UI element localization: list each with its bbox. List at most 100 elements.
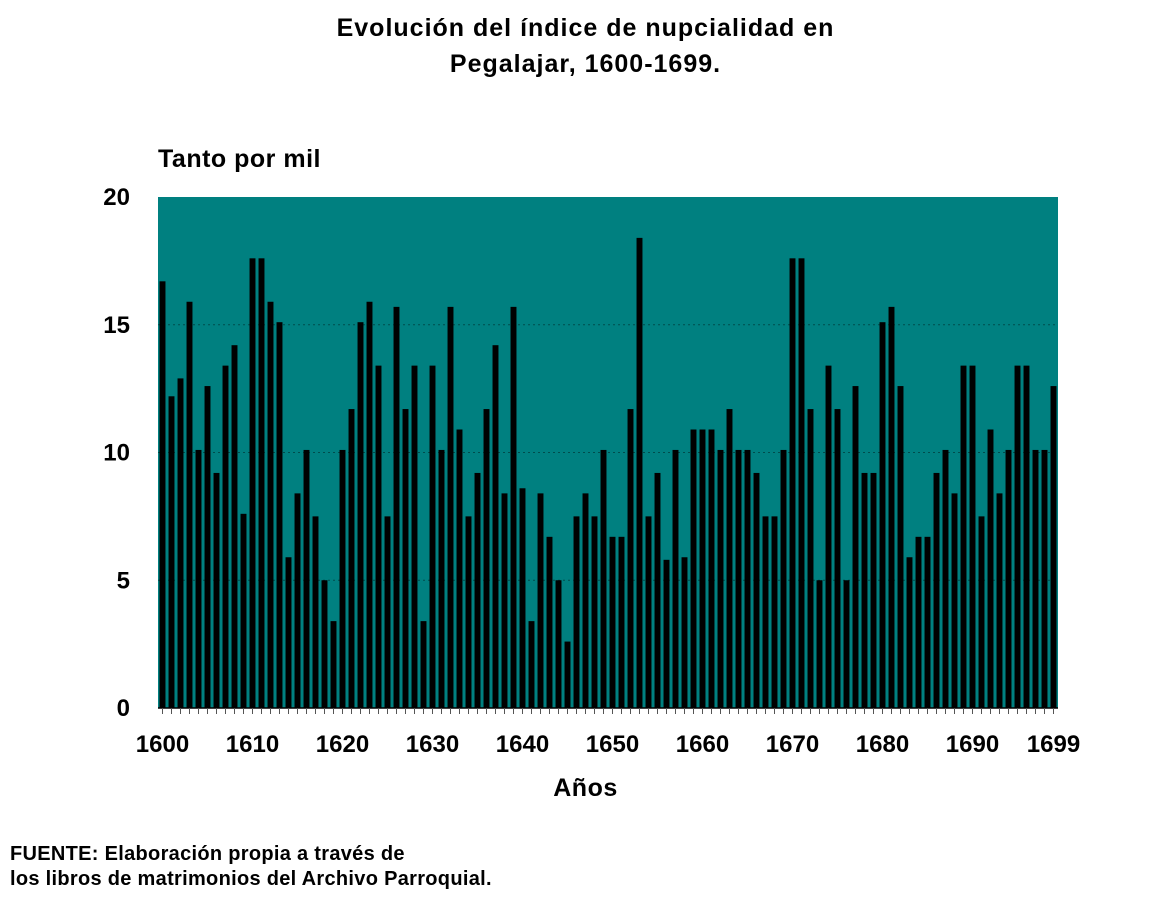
x-tick-label: 1680 — [856, 731, 909, 758]
bar-1623 — [366, 301, 373, 708]
bar-1685 — [924, 536, 931, 708]
x-tick-label: 1600 — [136, 731, 189, 758]
x-tick-labels: 1600 1610 1620 1630 1640 1650 1660 1670 1680 1690… — [136, 731, 1080, 758]
bar-1691 — [978, 516, 985, 709]
bar-1668 — [771, 516, 778, 709]
bar-1662 — [717, 449, 724, 708]
bar-1606 — [213, 472, 220, 708]
bar-1642 — [537, 493, 544, 708]
bar-1693 — [996, 493, 1003, 708]
bar-1635 — [474, 472, 481, 708]
bar-1617 — [312, 516, 319, 709]
bar-1610 — [249, 258, 256, 708]
bar-1653 — [636, 237, 643, 708]
bar-1697 — [1032, 449, 1039, 708]
axes — [158, 707, 1058, 714]
bar-1634 — [465, 516, 472, 709]
bar-1656 — [663, 559, 670, 708]
bar-1692 — [987, 429, 994, 708]
bar-1614 — [285, 557, 292, 708]
bar-1629 — [420, 621, 427, 708]
bar-1637 — [492, 345, 499, 708]
bar-1652 — [627, 409, 634, 708]
bar-1601 — [168, 396, 175, 708]
chart-subtitle: Pegalajar, 1600-1699. — [449, 50, 722, 78]
bar-1616 — [303, 449, 310, 708]
bar-1603 — [186, 301, 193, 708]
bar-1609 — [240, 513, 247, 708]
bar-1648 — [591, 516, 598, 709]
bar-1640 — [519, 488, 526, 708]
bar-1676 — [843, 580, 850, 708]
bar-1619 — [330, 621, 337, 708]
bar-1690 — [969, 365, 976, 708]
bar-1667 — [762, 516, 769, 709]
bar-1677 — [852, 386, 859, 708]
source-note-line-1: FUENTE: Elaboración propia a través de — [10, 843, 405, 865]
y-tick-labels: 0 5 10 15 20 — [103, 184, 130, 722]
source-note-line-2: los libros de matrimonios del Archivo Pa… — [10, 868, 492, 890]
bar-1689 — [960, 365, 967, 708]
bar-1654 — [645, 516, 652, 709]
bar-1672 — [807, 409, 814, 708]
bar-1650 — [609, 536, 616, 708]
x-tick-label: 1690 — [946, 731, 999, 758]
bar-1604 — [195, 449, 202, 708]
bar-1657 — [672, 449, 679, 708]
bar-1631 — [438, 449, 445, 708]
x-tick-label: 1670 — [766, 731, 819, 758]
bar-1607 — [222, 365, 229, 708]
bar-1611 — [258, 258, 265, 708]
bar-1674 — [825, 365, 832, 708]
bar-1636 — [483, 409, 490, 708]
bar-1686 — [933, 472, 940, 708]
bar-1605 — [204, 386, 211, 708]
bar-1620 — [339, 449, 346, 708]
y-tick-label: 20 — [103, 184, 130, 211]
bar-1600 — [159, 281, 166, 708]
bar-1669 — [780, 449, 787, 708]
x-tick-label: 1610 — [226, 731, 279, 758]
bar-1646 — [573, 516, 580, 709]
y-tick-label: 0 — [117, 695, 130, 722]
x-tick-label: 1650 — [586, 731, 639, 758]
bar-1655 — [654, 472, 661, 708]
bar-1624 — [375, 365, 382, 708]
bar-1658 — [681, 557, 688, 708]
bar-1678 — [861, 472, 868, 708]
bar-1666 — [753, 472, 760, 708]
bar-1651 — [618, 536, 625, 708]
bar-1694 — [1005, 449, 1012, 708]
bar-1645 — [564, 641, 571, 708]
bar-1632 — [447, 306, 454, 708]
bar-1608 — [231, 345, 238, 708]
y-tick-label: 5 — [117, 567, 130, 594]
bar-1615 — [294, 493, 301, 708]
bar-1670 — [789, 258, 796, 708]
bar-1644 — [555, 580, 562, 708]
bar-1643 — [546, 536, 553, 708]
bar-1639 — [510, 306, 517, 708]
y-tick-label: 15 — [103, 312, 130, 339]
bar-1612 — [267, 301, 274, 708]
bar-1673 — [816, 580, 823, 708]
bar-1684 — [915, 536, 922, 708]
bar-1641 — [528, 621, 535, 708]
bar-1626 — [393, 306, 400, 708]
bar-1627 — [402, 409, 409, 708]
x-tick-label: 1620 — [316, 731, 369, 758]
bar-1688 — [951, 493, 958, 708]
bar-1659 — [690, 429, 697, 708]
bar-1613 — [276, 322, 283, 708]
bar-1661 — [708, 429, 715, 708]
bar-1671 — [798, 258, 805, 708]
bar-1682 — [897, 386, 904, 708]
bar-1649 — [600, 449, 607, 708]
x-tick-label: 1699 — [1027, 731, 1080, 758]
bar-1679 — [870, 472, 877, 708]
bar-1630 — [429, 365, 436, 708]
chart-title: Evolución del índice de nupcialidad en — [336, 14, 835, 42]
bar-1625 — [384, 516, 391, 709]
bar-1664 — [735, 449, 742, 708]
